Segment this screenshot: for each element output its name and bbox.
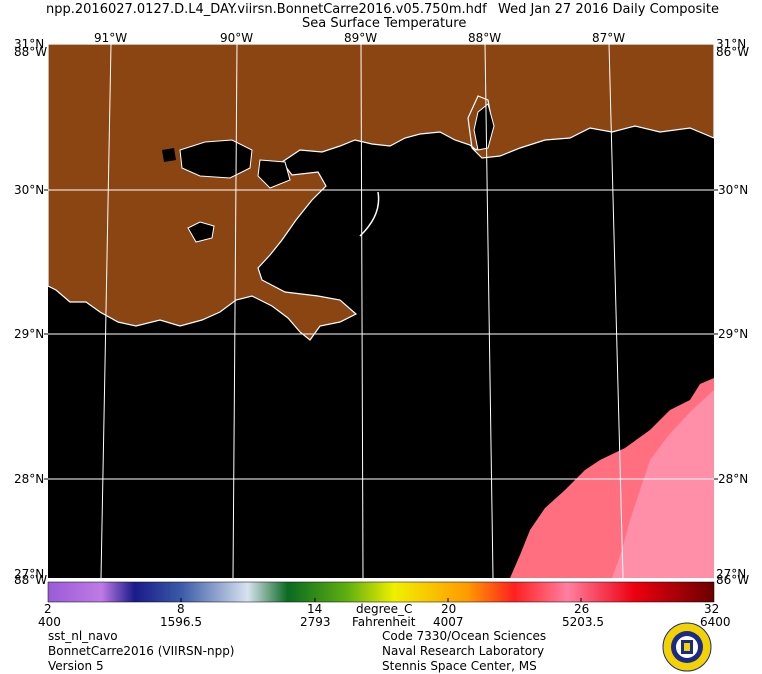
lake-borgne (257, 159, 291, 189)
cbar-f-5203: 5203.5 (562, 615, 604, 629)
file-name: npp.2016027.0127.D.L4_DAY.viirsn.BonnetC… (46, 2, 487, 17)
footer-algorithm: sst_nl_navo (48, 629, 118, 643)
lat-label-30n-left: 30°N (14, 183, 45, 197)
cbar-c-2: 2 (44, 602, 52, 616)
lon-label-90w: 90°W (220, 31, 254, 45)
corner-bottom-left-lon: 88°W (14, 573, 48, 587)
lon-label-87w: 87°W (592, 31, 626, 45)
footer-lab: Naval Research Laboratory (382, 644, 545, 658)
lat-label-28n-right: 28°N (718, 472, 749, 486)
cbar-unit-c: degree_C (356, 602, 413, 616)
corner-top-left-lon: 88°W (14, 45, 48, 59)
colorbar-ticks (180, 598, 582, 602)
cbar-f-1596: 1596.5 (160, 615, 202, 629)
lat-label-29n-left: 29°N (14, 327, 45, 341)
product-title: Sea Surface Temperature (302, 16, 467, 31)
cbar-f-4007: 4007 (433, 615, 464, 629)
footer-location: Stennis Space Center, MS (382, 659, 537, 673)
cbar-c-20: 20 (441, 602, 457, 616)
cbar-f-6400: 6400 (700, 615, 731, 629)
sst-hot-area (612, 390, 714, 578)
land-mass (47, 43, 715, 341)
corner-bottom-right-lon: 86°W (716, 573, 750, 587)
cbar-c-14: 14 (307, 602, 323, 616)
ticks (44, 189, 718, 480)
composite-date: Wed Jan 27 2016 Daily Composite (498, 2, 719, 17)
cbar-c-32: 32 (704, 602, 720, 616)
cbar-unit-f: Fahrenheit (352, 615, 416, 629)
cbar-f-2793: 2793 (300, 615, 331, 629)
cbar-f-400: 400 (38, 615, 61, 629)
lat-label-30n-right: 30°N (718, 183, 749, 197)
colorbar (47, 581, 715, 603)
graticule (48, 43, 714, 579)
corner-bottom-left-lat: 27°N (14, 567, 45, 581)
lake-small (162, 148, 176, 162)
lon-label-91w: 91°W (94, 31, 128, 45)
corner-top-right-lat: 31°N (716, 37, 747, 51)
corner-bottom-right-lat: 27°N (716, 567, 747, 581)
lat-label-29n-right: 29°N (718, 327, 749, 341)
lon-label-89w: 89°W (344, 31, 378, 45)
corner-top-right-lon: 86°W (716, 45, 750, 59)
chandeleur-islands (359, 191, 380, 237)
mobile-bay (473, 103, 495, 151)
cbar-c-26: 26 (574, 602, 590, 616)
naval-research-laboratory-seal (662, 622, 712, 672)
footer-region: BonnetCarre2016 (VIIRSN-npp) (48, 644, 235, 658)
footer-version: Version 5 (48, 659, 104, 673)
lake-pontchartrain (179, 139, 253, 179)
lake-inland (187, 221, 215, 243)
footer-code: Code 7330/Ocean Sciences (382, 629, 547, 643)
lon-label-88w: 88°W (468, 31, 502, 45)
corner-top-left-lat: 31°N (14, 37, 45, 51)
lat-label-28n-left: 28°N (14, 472, 45, 486)
cbar-c-8: 8 (177, 602, 185, 616)
